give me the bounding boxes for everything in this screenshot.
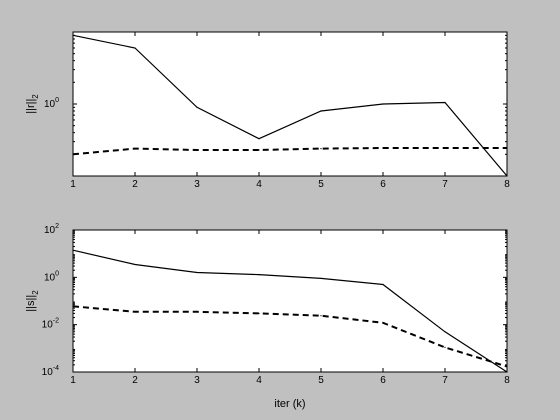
axes-1-series-dashed-point — [258, 149, 260, 151]
axes-2-ytick-label: 10-4 — [42, 365, 59, 378]
axes-1-series-solid-point — [134, 47, 136, 49]
axes-2-xlabel: iter (k) — [274, 398, 305, 410]
axes-1-series-dashed-point — [320, 148, 322, 150]
axes-2-xtick-label: 8 — [504, 375, 510, 386]
axes-1-xtick-label: 8 — [504, 179, 510, 190]
axes-1-background — [73, 32, 507, 176]
axes-2-ytick-label: 100 — [44, 270, 59, 283]
axes-1-xtick-label: 5 — [318, 179, 324, 190]
axes-2-series-dashed-point — [382, 322, 384, 324]
axes-2-series-dashed-line — [72, 305, 508, 368]
axes-1-series-dashed-point — [382, 147, 384, 149]
axes-2-series-solid-line — [72, 249, 508, 373]
axes-1-series-solid-point — [444, 101, 446, 104]
axes-2-series-solid-point — [320, 277, 322, 280]
axes-2-xtick-label: 1 — [70, 375, 76, 386]
axes-2-series-dashed-point — [258, 312, 260, 314]
axes-2-series-solid-point — [134, 263, 136, 266]
axes-1-xtick-label: 6 — [380, 179, 386, 190]
axes-2-xtick-label: 7 — [442, 375, 448, 386]
axes-2-background — [73, 230, 507, 372]
axes-1-ylabel: ||r||2 — [25, 94, 40, 114]
axes-2-series-solid-point — [258, 274, 260, 276]
axes-2-ylabel: ||s||2 — [25, 290, 40, 312]
axes-1-series-solid-line — [72, 34, 508, 177]
axes-1-xtick-label: 2 — [132, 179, 138, 190]
axes-2-series-dashed-point — [134, 311, 136, 313]
axes-1-series-solid-point — [382, 103, 384, 105]
axes-2-ytick-label: 102 — [44, 223, 59, 236]
axes-1-series-solid-point — [320, 110, 322, 112]
axes-2-series-solid-point — [444, 331, 446, 333]
axes-2-series-dashed-point — [444, 346, 446, 348]
axes-1-frame — [72, 31, 508, 177]
axes-2-xtick-label: 3 — [194, 375, 200, 386]
axes-1-series-dashed-point — [444, 147, 446, 149]
axes-2-series-solid-point — [196, 271, 198, 274]
axes-2-series-dashed-point — [320, 315, 322, 317]
axes-2-ytick-label: 10-2 — [42, 318, 59, 331]
axes-2-xtick-label: 2 — [132, 375, 138, 386]
axes-2-series-solid-point — [382, 283, 384, 286]
axes-1-series-solid-point — [258, 138, 260, 140]
axes-2-frame — [72, 229, 508, 373]
axes-1-ytick-label: 100 — [44, 97, 59, 110]
axes-1-xtick-label: 1 — [70, 179, 76, 190]
axes-2-xtick-label: 5 — [318, 375, 324, 386]
axes-1-series-solid-point — [196, 106, 198, 108]
axes-1-series-dashed-line — [72, 147, 507, 156]
axes-2-series-dashed-point — [196, 311, 198, 313]
axes-1-series-dashed-point — [134, 148, 136, 150]
axes-2-xtick-label: 6 — [380, 375, 386, 386]
axes-1-series-dashed-point — [196, 149, 198, 151]
axes-2-xtick-label: 4 — [256, 375, 262, 386]
axes-1-xtick-label: 4 — [256, 179, 262, 190]
axes-1-xtick-label: 7 — [442, 179, 448, 190]
axes-1-xtick-label: 3 — [194, 179, 200, 190]
